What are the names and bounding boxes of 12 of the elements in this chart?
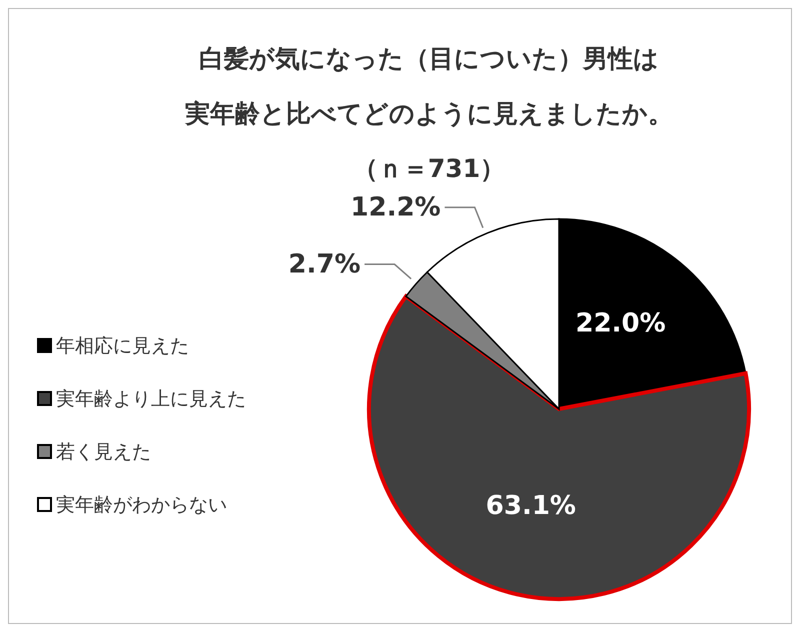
legend-label: 実年齢より上に見えた [56,386,246,412]
data-label: 2.7% [288,249,361,280]
data-label: 63.1% [486,490,576,521]
legend-label: 実年齢がわからない [56,492,227,518]
legend-label: 年相応に見えた [56,334,189,358]
text: （ｎ＝731） [352,154,506,183]
data-label: 12.2% [350,192,441,222]
legend-label: 若く見えた [56,440,151,464]
pie-slice [367,294,751,601]
chart-title: 白髪が気になった（目についた）男性は [198,43,660,75]
chart-subtitle: 実年齢と比べてどのように見えましたか。 [184,98,674,130]
data-label: 22.0% [576,308,666,338]
